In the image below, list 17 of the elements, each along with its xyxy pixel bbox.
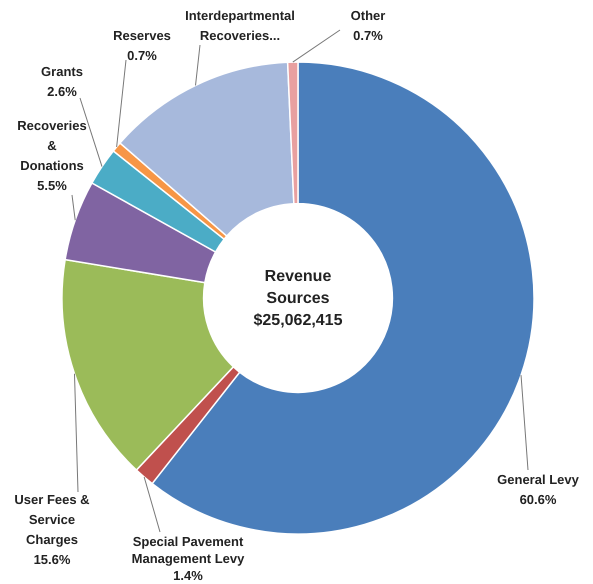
slice-label: Other — [350, 8, 386, 23]
data-label: 15.6% — [34, 552, 71, 567]
slice-label: Special Pavement Management Levy — [132, 534, 246, 566]
slice-label: Interdepartmental Recoveries... — [185, 8, 295, 43]
data-label: 60.6% — [520, 492, 557, 507]
data-label: 0.7% — [353, 28, 384, 43]
slice-label: Reserves — [113, 28, 171, 43]
slice-label: Grants — [41, 64, 83, 79]
data-label: 0.7% — [127, 48, 158, 63]
data-label: 5.5% — [37, 178, 68, 193]
slice-label: General Levy — [497, 472, 580, 487]
slice-label: Recoveries & Donations — [17, 118, 87, 173]
data-label: 1.4% — [173, 568, 204, 583]
text: Revenue Sources — [264, 268, 332, 307]
slice-label: User Fees & Service Charges — [14, 492, 90, 547]
data-label: 2.6% — [47, 84, 78, 99]
text: $25,062,415 — [254, 312, 343, 329]
